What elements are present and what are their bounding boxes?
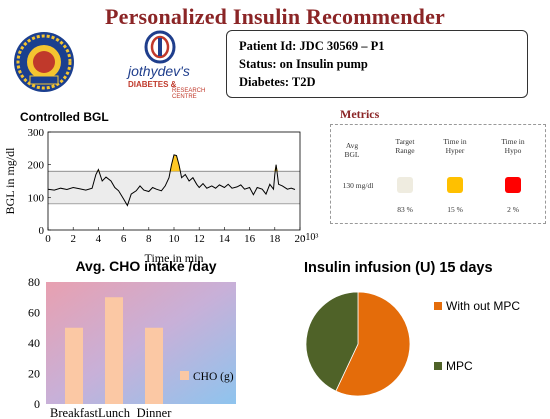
bgl-chart-title: Controlled BGL bbox=[20, 110, 109, 124]
x-tick-label: 20 bbox=[295, 233, 307, 245]
cho-y-tick-label: 20 bbox=[28, 367, 40, 381]
clinic-logo: jothydev's DIABETES & RESEARCH CENTRE bbox=[122, 30, 218, 100]
bgl-y-label: BGL in mg/dl bbox=[3, 147, 17, 215]
pie-legend-swatch bbox=[434, 302, 442, 310]
x-tick-label: 2 bbox=[70, 233, 76, 245]
cho-bar-dinner bbox=[145, 327, 163, 404]
x-tick-label: 4 bbox=[96, 233, 102, 245]
metric-avg-label: Avg BGL bbox=[344, 141, 360, 159]
clinic-emblem-icon bbox=[144, 30, 176, 64]
y-tick-label: 300 bbox=[28, 127, 45, 139]
bgl-x-label: Time in min bbox=[145, 251, 204, 265]
cho-legend-swatch bbox=[180, 371, 189, 380]
metric-hyper-label: Time in Hyper bbox=[443, 137, 467, 155]
cho-category-label: Lunch bbox=[98, 406, 131, 419]
patient-id: Patient Id: JDC 30569 – P1 bbox=[239, 39, 385, 53]
cho-bar-lunch bbox=[105, 297, 123, 404]
institution-logo-icon bbox=[14, 32, 74, 92]
pie-slice-1 bbox=[305, 291, 359, 392]
x-tick-label: 6 bbox=[121, 233, 127, 245]
patient-info-box: Patient Id: JDC 30569 – P1 Status: on In… bbox=[226, 30, 528, 98]
x-tick-label: 10 bbox=[169, 233, 181, 245]
cho-bar-chart: Avg. CHO intake /day 0 20 40 60 80 Breakfast L… bbox=[28, 258, 236, 419]
x-multiplier: ·10³ bbox=[302, 232, 318, 243]
cho-legend-label: CHO (g) bbox=[193, 371, 234, 383]
insulin-chart-title: Insulin infusion (U) 15 days bbox=[304, 260, 493, 276]
cho-y-tick-label: 40 bbox=[28, 336, 40, 350]
hypo-swatch bbox=[505, 177, 521, 193]
metric-hypo-value: 2 % bbox=[507, 205, 519, 214]
metric-avg-value: 130 mg/dl bbox=[342, 181, 374, 190]
clinic-name: jothydev's bbox=[128, 63, 190, 79]
y-tick-label: 0 bbox=[39, 225, 45, 237]
hyper-swatch bbox=[447, 177, 463, 193]
metric-target-label: Target Range bbox=[395, 137, 415, 155]
metrics-title: Metrics bbox=[340, 107, 380, 121]
metrics-panel: Avg BGL Target Range Time in Hyper Time in H… bbox=[330, 124, 546, 224]
target-range-swatch bbox=[397, 177, 413, 193]
x-tick-label: 8 bbox=[146, 233, 152, 245]
cho-y-tick-label: 0 bbox=[34, 397, 40, 411]
bgl-line-chart: Controlled BGL 0 2 4 6 8 10 12 14 16 18 2001002003… bbox=[3, 110, 318, 265]
x-tick-label: 0 bbox=[45, 233, 51, 245]
pie-legend-label: MPC bbox=[446, 359, 473, 373]
y-tick-label: 200 bbox=[28, 160, 45, 172]
x-tick-label: 12 bbox=[194, 233, 205, 245]
insulin-pie-chart: With out MPC MPC bbox=[305, 291, 520, 397]
cho-chart-title: Avg. CHO intake /day bbox=[75, 258, 216, 274]
x-tick-label: 14 bbox=[219, 233, 231, 245]
x-tick-label: 16 bbox=[244, 233, 256, 245]
metric-target-value: 83 % bbox=[397, 205, 413, 214]
pie-legend-label: With out MPC bbox=[446, 299, 520, 313]
cho-y-tick-label: 60 bbox=[28, 306, 40, 320]
cho-bar-breakfast bbox=[65, 327, 83, 404]
cho-category-label: Breakfast bbox=[50, 406, 98, 419]
clinic-sub-1: DIABETES & bbox=[128, 80, 177, 89]
clinic-sub-2: RESEARCH CENTRE bbox=[172, 88, 206, 100]
metric-hypo-label: Time in Hypo bbox=[501, 137, 525, 155]
page-title: Personalized Insulin Recommender bbox=[104, 4, 446, 29]
pie-legend-swatch bbox=[434, 362, 442, 370]
cho-y-tick-label: 80 bbox=[28, 275, 40, 289]
y-tick-label: 100 bbox=[28, 192, 45, 204]
patient-status: Status: on Insulin pump bbox=[239, 57, 368, 71]
x-tick-label: 18 bbox=[269, 233, 281, 245]
pie-slice-0 bbox=[335, 291, 411, 397]
hyper-area-1 bbox=[169, 154, 181, 172]
target-range-band bbox=[48, 171, 300, 204]
patient-diabetes: Diabetes: T2D bbox=[239, 75, 316, 89]
bgl-series-line bbox=[47, 154, 296, 207]
metric-hyper-value: 15 % bbox=[447, 205, 463, 214]
cho-category-label: Dinner bbox=[137, 406, 173, 419]
